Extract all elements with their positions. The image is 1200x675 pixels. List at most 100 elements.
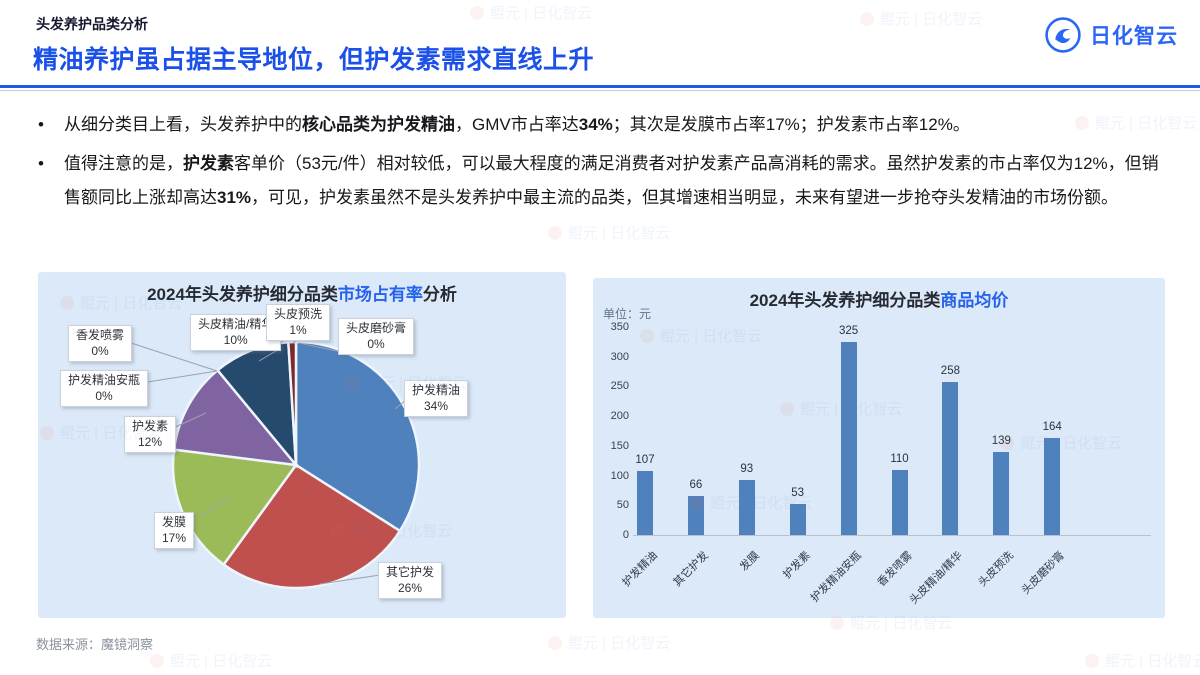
pie-callout-label: 头皮精油/精华	[198, 317, 274, 331]
y-axis-tick-label: 50	[616, 499, 629, 512]
kicker: 头发养护品类分析	[36, 16, 148, 32]
bar-value-label: 110	[890, 452, 909, 465]
pie-chart-panel: 2024年头发养护细分品类市场占有率分析 护发精油 34% 其它护发 26% 发膜 17%…	[38, 272, 566, 618]
pie-callout: 发膜 17%	[154, 512, 195, 550]
bullet-item: 值得注意的是，护发素客单价（53元/件）相对较低，可以最大程度的满足消费者对护发…	[36, 147, 1170, 215]
pie-slice-7	[286, 340, 298, 466]
bar-plot-area: 0 50 100 150 200 250 300 350 107 护发精油 66 其它护发 93 发膜 53…	[593, 278, 1165, 618]
bar	[738, 479, 755, 535]
pie-title-tail: 分析	[422, 285, 457, 304]
pie-callout-label: 头皮磨砂膏	[346, 321, 407, 335]
title-divider-light	[0, 90, 1200, 91]
watermark: 鲲元 | 日化智云	[470, 2, 592, 23]
bar-category-label: 头皮预洗	[976, 549, 1017, 590]
brand-name: 日化智云	[1090, 25, 1178, 48]
bullet-item: 从细分类目上看，头发养护中的核心品类为护发精油，GMV市占率达34%；其次是发膜…	[36, 108, 1170, 142]
x-axis-line	[633, 535, 1151, 536]
pie-title-accent: 市场占有率	[337, 285, 423, 304]
bar-chart-panel: 2024年头发养护细分品类商品均价 单位：元 0 50 100 150 200 250 30…	[593, 278, 1165, 618]
brand-fish-icon	[1045, 17, 1081, 53]
bar-category-label: 护发精油安瓶	[808, 549, 864, 605]
pie-callout: 护发素 12%	[124, 416, 177, 454]
pie-callout-value: 12%	[137, 434, 163, 449]
y-axis-tick-label: 250	[610, 380, 629, 393]
y-axis-tick-label: 350	[610, 321, 629, 333]
bar-category-label: 香发喷雾	[874, 549, 915, 590]
bullet-list: 从细分类目上看，头发养护中的核心品类为护发精油，GMV市占率达34%；其次是发膜…	[36, 108, 1170, 220]
watermark-dot-icon	[548, 635, 562, 650]
bar	[637, 471, 653, 535]
watermark-text: 鲲元 | 日化智云	[1105, 653, 1200, 670]
watermark-text: 鲲元 | 日化智云	[568, 225, 671, 242]
data-source: 数据来源：魔镜洞察	[36, 637, 154, 652]
pie-callout-value: 26%	[397, 580, 423, 595]
page-title: 精油养护虽占据主导地位，但护发素需求直线上升	[33, 46, 595, 74]
bar-chart-title: 2024年头发养护细分品类商品均价	[593, 286, 1165, 311]
bar	[942, 381, 959, 535]
y-axis-tick-label: 300	[610, 350, 629, 363]
brand-logo: 日化智云	[1044, 16, 1178, 54]
watermark-text: 鲲元 | 日化智云	[880, 11, 983, 28]
pie-callout-label: 发膜	[162, 515, 187, 529]
bar-category-label: 发膜	[737, 549, 762, 574]
pie-title-plain: 2024年头发养护细分品类	[147, 285, 338, 304]
pie-slice-1	[221, 463, 402, 590]
bar	[789, 503, 806, 535]
pie-callout: 护发精油安瓶 0%	[60, 370, 149, 408]
bar-category-label: 头皮磨砂膏	[1019, 549, 1068, 597]
pie-leader-line-4	[134, 370, 218, 385]
pie-callout: 护发精油 34%	[404, 380, 469, 418]
pie-callout-value: 0%	[367, 336, 385, 351]
bar-value-label: 258	[940, 364, 960, 377]
pie-leader-line-8	[298, 342, 342, 353]
pie-chart-title: 2024年头发养护细分品类市场占有率分析	[38, 280, 566, 305]
bar-value-label: 93	[740, 462, 754, 475]
bar-value-label: 139	[991, 435, 1011, 448]
watermark: 鲲元 | 日化智云	[860, 8, 982, 29]
y-axis-tick-label: 200	[610, 410, 629, 423]
bar	[840, 341, 857, 535]
bar	[891, 469, 908, 535]
watermark: 鲲元 | 日化智云	[548, 632, 670, 653]
pie-callout-label: 香发喷雾	[76, 328, 125, 342]
watermark-text: 鲲元 | 日化智云	[170, 653, 273, 670]
bar-category-label: 护发素	[780, 549, 813, 582]
pie-callout-value: 0%	[95, 388, 113, 403]
bar-title-accent: 商品均价	[940, 291, 1009, 310]
pie-callout-value: 1%	[289, 322, 307, 337]
pie-callout-label: 护发精油安瓶	[68, 373, 141, 387]
pie-callout-label: 护发素	[132, 419, 169, 433]
bar-category-label: 其它护发	[671, 549, 711, 590]
pie-callout-value: 17%	[162, 530, 187, 545]
pie-callout-value: 10%	[223, 332, 248, 347]
watermark-text: 鲲元 | 日化智云	[568, 635, 671, 652]
pie-callout: 头皮预洗 1%	[266, 304, 331, 342]
watermark-dot-icon	[548, 225, 562, 240]
watermark: 鲲元 | 日化智云	[548, 222, 670, 243]
y-axis-tick-label: 100	[610, 469, 629, 482]
bar-title-plain: 2024年头发养护细分品类	[749, 291, 941, 310]
bar	[993, 452, 1010, 535]
title-divider	[0, 85, 1200, 88]
y-axis-tick-label: 0	[622, 529, 629, 541]
bar-value-label: 66	[689, 478, 703, 491]
pie-callout-value: 0%	[91, 343, 109, 358]
bar-category-label: 头皮精油/精华	[908, 549, 966, 607]
pie-leader-line-2	[200, 497, 230, 517]
pie-callout-label: 头皮预洗	[274, 307, 323, 321]
watermark-dot-icon	[860, 11, 874, 26]
pie-callout: 头皮磨砂膏 0%	[338, 318, 415, 356]
pie-callout: 香发喷雾 0%	[68, 325, 133, 363]
bar-value-label: 325	[839, 324, 859, 337]
pie-leader-line-3	[170, 412, 207, 430]
pie-callout: 其它护发 26%	[378, 562, 443, 600]
bar	[687, 495, 704, 535]
bar-category-label: 护发精油	[620, 549, 660, 590]
watermark: 鲲元 | 日化智云	[150, 650, 272, 671]
bar-unit-label: 单位：元	[603, 307, 652, 321]
watermark-dot-icon	[150, 653, 164, 668]
watermark-text: 鲲元 | 日化智云	[490, 5, 593, 22]
pie-callout-value: 34%	[423, 398, 449, 413]
pie-callout-label: 其它护发	[386, 565, 435, 579]
